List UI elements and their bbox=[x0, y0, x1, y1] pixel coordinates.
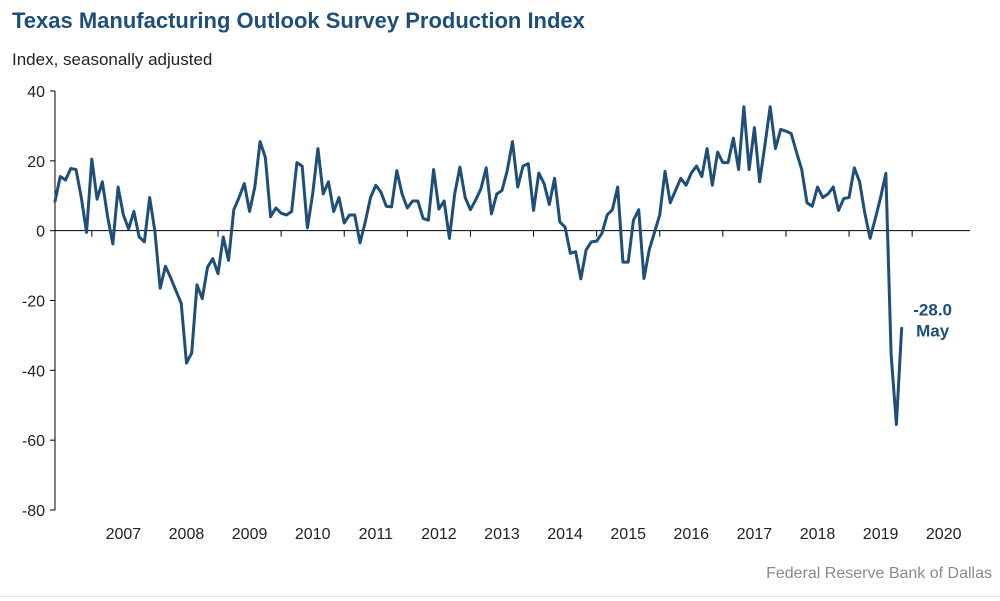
series-line-0 bbox=[53, 105, 904, 426]
annotation-month: May bbox=[916, 321, 950, 340]
x-tick-label: 2011 bbox=[359, 526, 394, 543]
x-tick-label: 2009 bbox=[232, 526, 268, 543]
y-tick-label: -60 bbox=[22, 433, 45, 450]
bottom-divider bbox=[0, 596, 1000, 597]
x-tick-label: 2020 bbox=[926, 526, 962, 543]
x-tick-label: 2019 bbox=[863, 526, 899, 543]
series-layer bbox=[53, 105, 904, 426]
x-tick-label: 2018 bbox=[800, 526, 836, 543]
y-tick-label: 40 bbox=[27, 84, 45, 101]
annotation-value: -28.0 bbox=[913, 300, 952, 319]
chart-subtitle: Index, seasonally adjusted bbox=[12, 50, 213, 69]
x-tick-label: 2016 bbox=[673, 526, 709, 543]
y-tick-label: -20 bbox=[22, 294, 45, 311]
y-tick-label: 20 bbox=[27, 154, 45, 171]
x-tick-label: 2013 bbox=[484, 526, 520, 543]
last-value-annotation: -28.0 May bbox=[913, 300, 952, 340]
x-tick-label: 2014 bbox=[547, 526, 583, 543]
x-tick-label: 2007 bbox=[106, 526, 142, 543]
y-tick-label: 0 bbox=[36, 224, 45, 241]
y-tick-label: -80 bbox=[22, 503, 45, 520]
y-tick-label: -40 bbox=[22, 363, 45, 380]
x-tick-label: 2012 bbox=[421, 526, 457, 543]
x-tick-label: 2008 bbox=[169, 526, 205, 543]
x-tick-label: 2017 bbox=[737, 526, 773, 543]
axes: 40 20 0 -20 -40 -60 -80 2007 2008 2009 2010 2011 201… bbox=[22, 84, 970, 543]
x-tick-label: 2010 bbox=[295, 526, 331, 543]
x-tick-label: 2015 bbox=[610, 526, 646, 543]
chart-title: Texas Manufacturing Outlook Survey Produ… bbox=[12, 8, 585, 33]
source-credit: Federal Reserve Bank of Dallas bbox=[766, 565, 992, 582]
